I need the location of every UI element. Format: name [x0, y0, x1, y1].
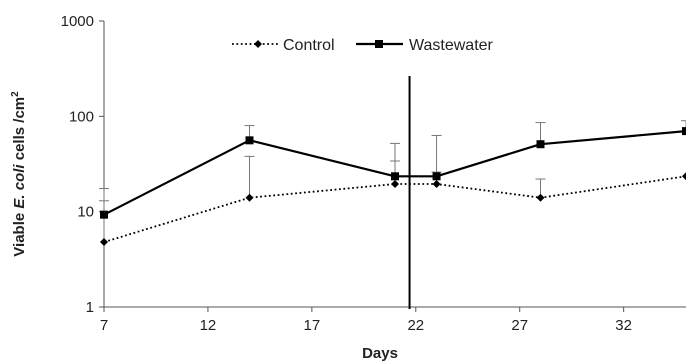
legend-item-wastewater: Wastewater [356, 37, 494, 54]
legend-item-control: Control [232, 37, 335, 54]
y-tick-label: 10 [77, 204, 94, 221]
series-lines [103, 130, 686, 243]
y-tick-label: 1 [86, 299, 94, 316]
data-point-control [432, 180, 441, 189]
y-tick-label: 1000 [61, 13, 94, 30]
x-tick-label: 32 [615, 317, 632, 334]
y-tick-label: 100 [69, 108, 94, 125]
data-point-wastewater [682, 127, 686, 136]
axes [103, 21, 686, 308]
data-point-wastewater [245, 136, 254, 145]
data-point-wastewater [391, 172, 399, 181]
legend: Control Wastewater [232, 37, 494, 54]
data-point-control [536, 193, 545, 202]
x-tick-label: 17 [304, 317, 321, 334]
data-point-wastewater [536, 140, 545, 149]
data-point-control [682, 172, 686, 181]
y-tick-group: 1 10 100 1000 [61, 13, 104, 316]
data-point-control [245, 193, 254, 202]
x-tick-label: 7 [100, 317, 108, 334]
y-axis-title-post: cells /cm [11, 97, 28, 165]
y-axis-title-italic: E. coli [11, 164, 28, 209]
data-point-wastewater [432, 172, 441, 181]
y-axis-title-pre: Viable [11, 209, 28, 257]
legend-label-wastewater: Wastewater [409, 37, 494, 54]
y-axis-title: Viable E. coli cells /cm2 [10, 91, 28, 257]
x-tick-group: 7 12 17 22 27 32 [100, 307, 632, 334]
legend-label-control: Control [283, 37, 335, 54]
data-point-wastewater [100, 210, 108, 219]
error-bars [99, 120, 686, 243]
data-point-control [391, 180, 399, 189]
legend-marker-wastewater [375, 40, 383, 48]
y-axis-title-sup: 2 [10, 91, 21, 97]
x-tick-label: 22 [407, 317, 424, 334]
x-tick-label: 12 [200, 317, 217, 334]
data-point-control [100, 238, 108, 247]
x-tick-label: 27 [511, 317, 528, 334]
series-markers [100, 127, 686, 247]
x-axis-title: Days [362, 345, 398, 362]
series-line-wastewater [103, 130, 686, 216]
legend-marker-control [254, 40, 262, 48]
